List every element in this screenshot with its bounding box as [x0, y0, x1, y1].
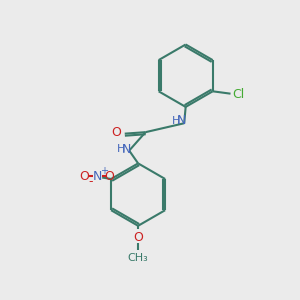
Text: O: O [133, 231, 143, 244]
Text: H: H [117, 144, 125, 154]
Text: H: H [172, 116, 180, 126]
Text: O: O [104, 169, 114, 182]
Text: -: - [88, 175, 93, 188]
Text: CH₃: CH₃ [128, 253, 148, 262]
Text: +: + [100, 166, 108, 176]
Text: N: N [93, 169, 102, 182]
Text: N: N [177, 114, 187, 128]
Text: N: N [122, 142, 131, 156]
Text: Cl: Cl [232, 88, 245, 101]
Text: O: O [80, 169, 89, 182]
Text: O: O [111, 126, 121, 139]
